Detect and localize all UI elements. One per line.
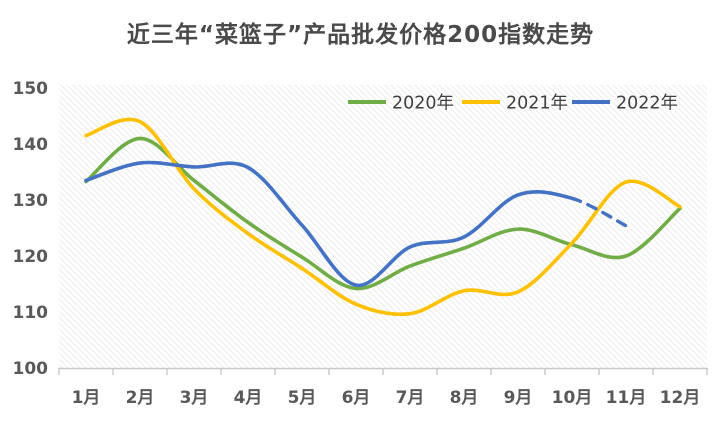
x-tick-label: 2月: [126, 388, 155, 408]
legend-label: 2022年: [616, 94, 678, 114]
series-line-2021: [84, 117, 682, 317]
x-tick-label: 9月: [504, 388, 533, 408]
series-line-2022: [84, 160, 574, 287]
y-tick-label: 120: [13, 247, 49, 267]
x-tick-label: 7月: [396, 388, 425, 408]
series-line-dashed-2022: [570, 196, 628, 228]
y-tick-label: 140: [13, 135, 49, 155]
x-tick-label: 8月: [450, 388, 479, 408]
x-tick-label: 4月: [234, 388, 263, 408]
legend-label: 2021年: [506, 94, 568, 114]
legend: 2020年 2021年 2022年: [348, 94, 678, 114]
x-tick-label: 1月: [72, 388, 101, 408]
plot-background: [59, 85, 707, 368]
y-tick-label: 110: [13, 303, 49, 323]
series-line-2020: [84, 136, 682, 291]
y-tick-label: 130: [13, 191, 49, 211]
legend-item-2020: 2020年: [348, 94, 454, 114]
y-tick-label: 150: [13, 79, 49, 99]
y-tick-label: 100: [13, 359, 49, 379]
x-tick-label: 3月: [180, 388, 209, 408]
legend-label: 2020年: [392, 94, 454, 114]
x-tick-label: 6月: [342, 388, 371, 408]
chart-title: 近三年“菜篮子”产品批发价格200指数走势: [126, 22, 595, 48]
x-tick-label: 12月: [660, 388, 701, 408]
x-tick-label: 10月: [552, 388, 593, 408]
x-tick-label: 11月: [606, 388, 647, 408]
x-tick-label: 5月: [288, 388, 317, 408]
legend-item-2021: 2021年: [462, 94, 568, 114]
legend-item-2022: 2022年: [572, 94, 678, 114]
